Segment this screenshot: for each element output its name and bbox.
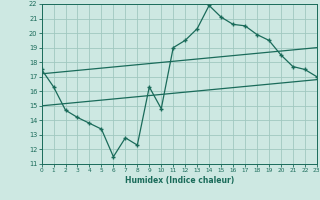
X-axis label: Humidex (Indice chaleur): Humidex (Indice chaleur) [124, 176, 234, 185]
